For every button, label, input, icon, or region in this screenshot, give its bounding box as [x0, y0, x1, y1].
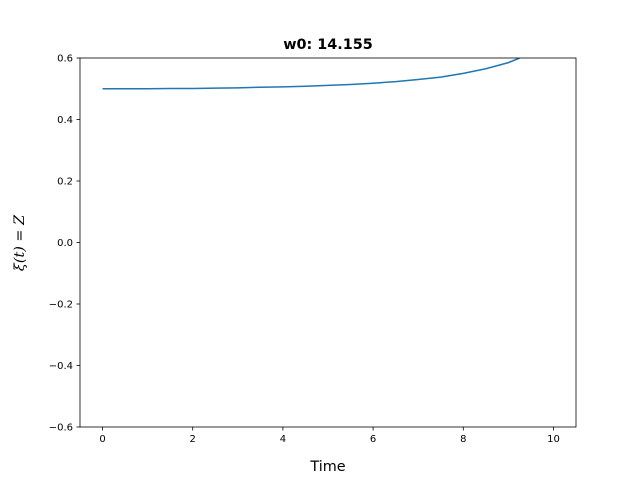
y-tick-label: −0.4 — [49, 361, 73, 372]
y-tick-label: 0.4 — [57, 115, 73, 126]
y-tick-label: 0.0 — [57, 238, 73, 249]
x-axis-label: Time — [309, 459, 345, 475]
x-tick-label: 6 — [370, 434, 376, 445]
x-tick-label: 4 — [280, 434, 286, 445]
x-tick-label: 2 — [190, 434, 196, 445]
y-axis: −0.6 −0.4 −0.2 0.0 0.2 0.4 0.6 — [49, 54, 80, 434]
x-tick-label: 0 — [99, 434, 105, 445]
x-axis: 0 2 4 6 8 10 — [99, 427, 560, 445]
y-tick-label: 0.6 — [57, 54, 73, 65]
y-tick-label: −0.6 — [49, 423, 73, 434]
plot-frame — [79, 57, 577, 428]
y-tick-label: −0.2 — [49, 300, 73, 311]
y-tick-label: 0.2 — [57, 177, 73, 188]
chart-title: w0: 14.155 — [283, 37, 373, 53]
series-line-0 — [102, 58, 520, 90]
plot-area — [79, 57, 577, 428]
x-tick-label: 8 — [460, 434, 466, 445]
y-axis-label: ξ(t) = Z — [12, 214, 28, 271]
x-tick-label: 10 — [547, 434, 560, 445]
